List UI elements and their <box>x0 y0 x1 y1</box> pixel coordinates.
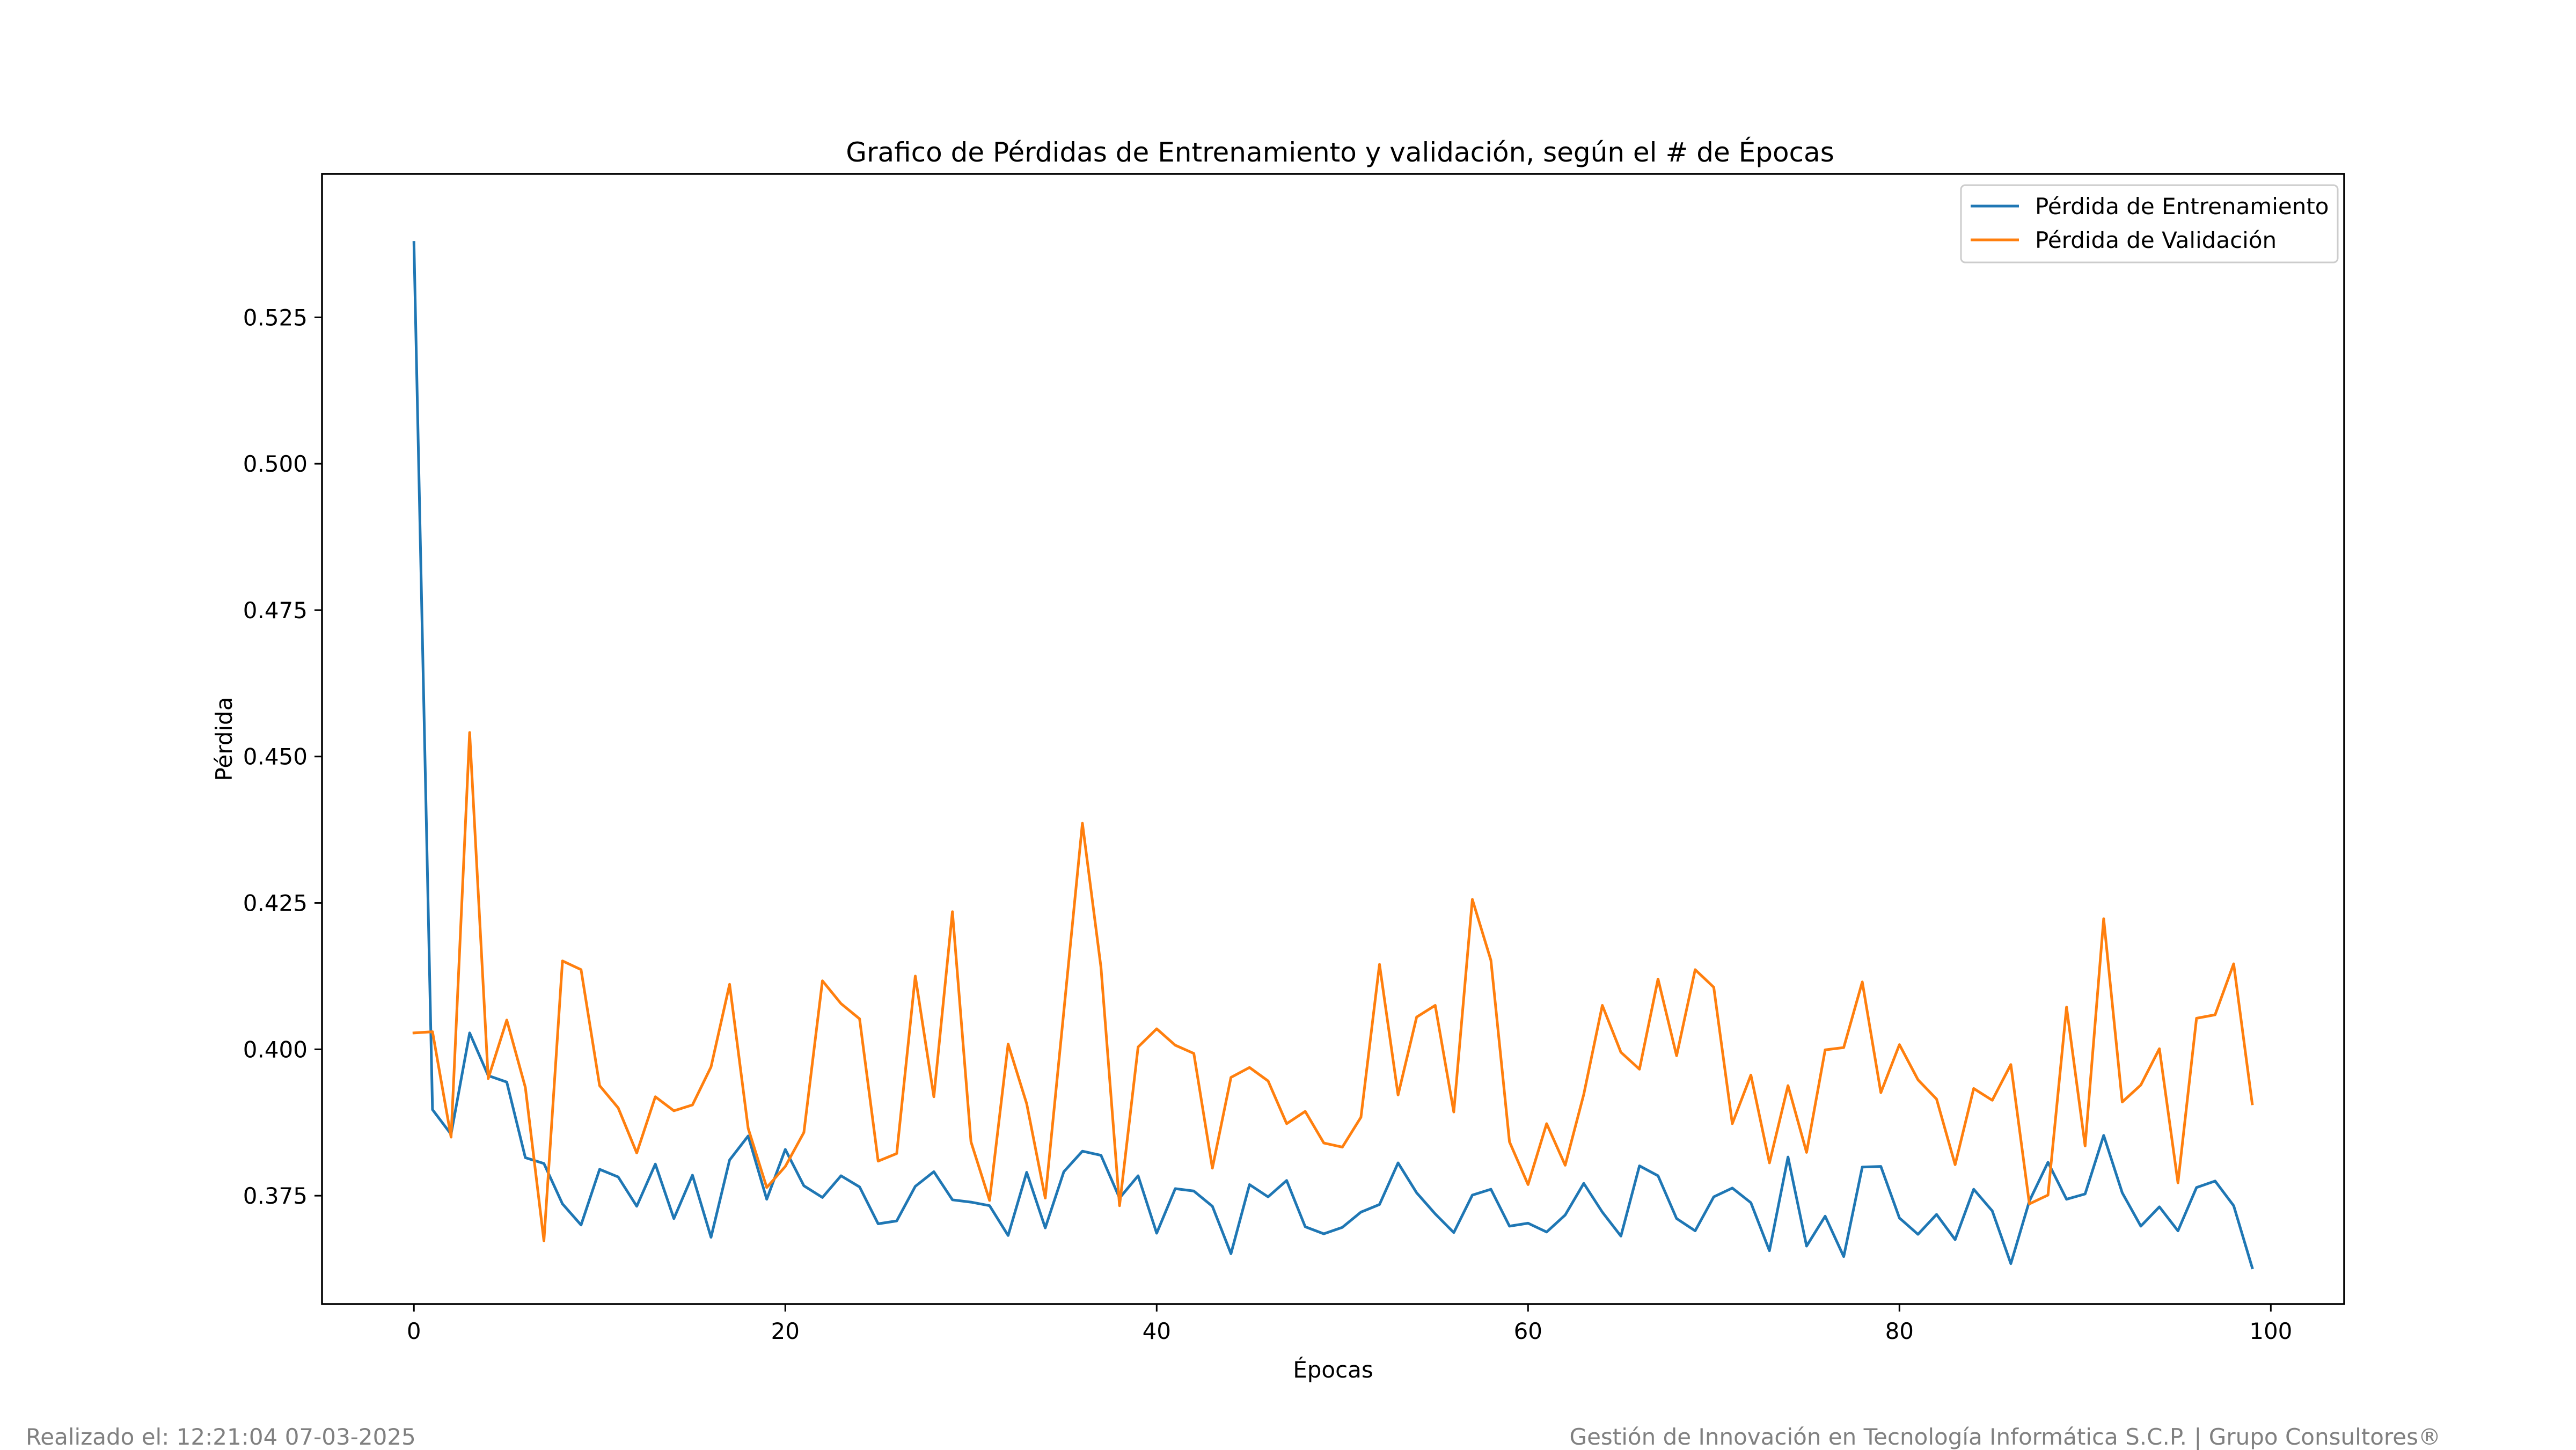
y-tick-label: 0.525 <box>243 304 308 331</box>
y-tick-label: 0.375 <box>243 1183 308 1209</box>
footer-company: Gestión de Innovación en Tecnología Info… <box>1569 1424 2441 1450</box>
chart-title: Grafico de Pérdidas de Entrenamiento y v… <box>846 136 1834 168</box>
legend-box <box>1960 184 2339 263</box>
legend-label-validation: Pérdida de Validación <box>2035 227 2277 253</box>
y-tick-label: 0.500 <box>243 451 308 477</box>
x-tick-label: 0 <box>407 1318 421 1344</box>
y-tick-label: 0.450 <box>243 744 308 770</box>
footer-timestamp: Realizado el: 12:21:04 07-03-2025 <box>26 1424 416 1450</box>
y-axis: 0.375 0.400 0.425 0.450 0.475 0.500 0.525 <box>243 304 322 1209</box>
validation-loss-line <box>412 731 2254 1242</box>
y-tick-label: 0.475 <box>243 597 308 624</box>
y-axis-label: Pérdida <box>211 697 237 781</box>
x-tick-label: 20 <box>771 1318 800 1344</box>
train-loss-line <box>412 241 2254 1270</box>
plot-frame <box>321 173 2345 1305</box>
legend-label-train: Pérdida de Entrenamiento <box>2035 193 2329 219</box>
x-tick-label: 80 <box>1885 1318 1914 1344</box>
x-axis: 0 20 40 60 80 100 <box>407 1304 2292 1344</box>
x-tick-label: 100 <box>2249 1318 2292 1344</box>
legend: Pérdida de Entrenamiento Pérdida de Vali… <box>1960 184 2339 263</box>
y-tick-label: 0.400 <box>243 1036 308 1063</box>
x-tick-label: 40 <box>1143 1318 1171 1344</box>
y-tick-label: 0.425 <box>243 890 308 917</box>
x-axis-label: Épocas <box>1293 1356 1373 1383</box>
series-layer <box>412 241 2254 1270</box>
x-tick-label: 60 <box>1514 1318 1542 1344</box>
